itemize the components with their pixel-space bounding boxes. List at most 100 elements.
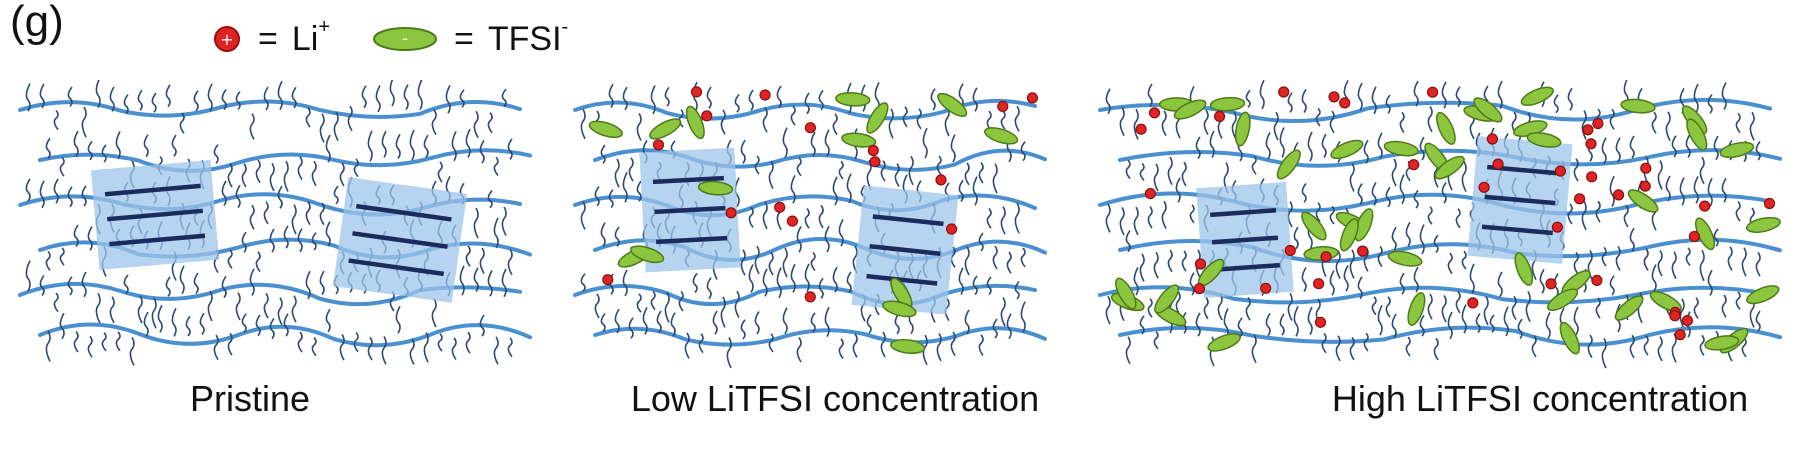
side-chain <box>53 178 59 204</box>
side-chain <box>1287 92 1293 113</box>
tfsi-anion <box>1339 218 1359 252</box>
backbone-stack <box>869 244 941 256</box>
side-chain <box>1573 251 1579 275</box>
side-chain <box>1245 89 1251 108</box>
side-chain <box>1189 204 1195 224</box>
li-cation <box>1213 110 1226 123</box>
side-chain <box>1615 246 1621 271</box>
side-chain <box>409 129 415 161</box>
backbone-stack <box>106 208 204 222</box>
side-chain <box>944 298 950 321</box>
side-chain <box>1147 206 1153 229</box>
side-chain <box>1321 332 1327 354</box>
side-chain <box>1539 269 1545 294</box>
side-chain <box>1377 304 1383 336</box>
side-chain <box>1553 94 1559 114</box>
side-chain <box>608 83 614 108</box>
side-chain <box>1020 141 1026 162</box>
side-chain <box>487 112 493 134</box>
side-chain <box>1755 251 1761 277</box>
side-chain <box>1455 86 1461 108</box>
li-label-text: Li <box>291 19 319 58</box>
side-chain <box>1279 127 1285 158</box>
side-chain <box>451 337 457 360</box>
side-chain <box>594 293 600 319</box>
caption-low: Low LiTFSI concentration <box>630 378 1040 419</box>
side-chain <box>1167 156 1173 186</box>
crystalline-region <box>332 177 468 303</box>
side-chain <box>1105 203 1111 233</box>
side-chain <box>73 224 79 247</box>
li-cation <box>1640 162 1652 174</box>
side-chain <box>1595 200 1601 223</box>
backbone-stack <box>1213 262 1280 272</box>
side-chain <box>1399 111 1405 133</box>
side-chain <box>908 155 914 186</box>
side-chain <box>1629 135 1635 159</box>
side-chain <box>642 307 648 335</box>
side-chain <box>1651 111 1657 134</box>
side-chain <box>123 94 129 115</box>
backbone-stack <box>104 183 201 197</box>
side-chain <box>73 130 79 158</box>
side-chain <box>1567 203 1573 225</box>
side-chain <box>1419 136 1425 161</box>
side-chain <box>45 137 51 159</box>
side-chain <box>311 232 317 251</box>
li-cation <box>1554 165 1567 177</box>
side-chain <box>451 131 457 162</box>
side-chain <box>1455 208 1461 229</box>
side-chain <box>832 113 838 136</box>
side-chain <box>389 80 395 107</box>
polymer-chain <box>18 99 522 119</box>
side-chain <box>796 226 802 253</box>
side-chain <box>1693 176 1699 204</box>
tfsi-anion <box>1436 111 1456 145</box>
side-chain <box>706 86 712 109</box>
side-chain <box>115 131 121 160</box>
panel-label: (g) <box>10 0 64 46</box>
side-chain <box>1609 175 1615 208</box>
side-chain <box>1685 133 1691 158</box>
side-chain <box>580 201 586 230</box>
side-chain <box>1279 313 1285 336</box>
side-chain <box>776 267 782 299</box>
tfsi-anion <box>1434 155 1465 180</box>
side-chain <box>1419 314 1425 337</box>
side-chain <box>95 80 101 108</box>
li-cation <box>935 174 947 186</box>
side-chain <box>1189 272 1195 296</box>
side-chain <box>1441 81 1447 109</box>
side-chain <box>283 313 289 337</box>
side-chain <box>1721 294 1727 318</box>
side-chain <box>1741 337 1747 358</box>
polymer-schematics <box>18 80 1782 369</box>
side-chain <box>115 331 121 352</box>
side-chain <box>580 273 586 292</box>
side-chain <box>964 246 970 276</box>
side-chain <box>255 314 261 337</box>
tfsi-ion-symbol: - <box>402 29 408 48</box>
side-chain <box>894 312 900 335</box>
side-chain <box>978 232 984 252</box>
backbone-stack <box>1210 208 1277 218</box>
side-chain <box>852 333 858 358</box>
li-cation <box>945 223 958 235</box>
side-chain <box>1391 158 1397 187</box>
side-chain <box>39 180 45 209</box>
side-chain <box>59 247 65 266</box>
side-chain <box>894 163 900 187</box>
side-chain <box>297 156 303 181</box>
backbone-stack <box>656 235 728 245</box>
side-chain <box>473 110 479 139</box>
side-chain <box>221 89 227 111</box>
side-chain <box>507 248 513 276</box>
side-chain <box>1315 107 1321 127</box>
side-chain <box>796 157 802 177</box>
side-chain <box>87 226 93 251</box>
side-chain <box>291 204 297 235</box>
side-chain <box>249 204 255 230</box>
side-chain <box>1461 304 1467 334</box>
polymer-chain <box>38 148 532 173</box>
side-chain <box>1000 297 1006 327</box>
